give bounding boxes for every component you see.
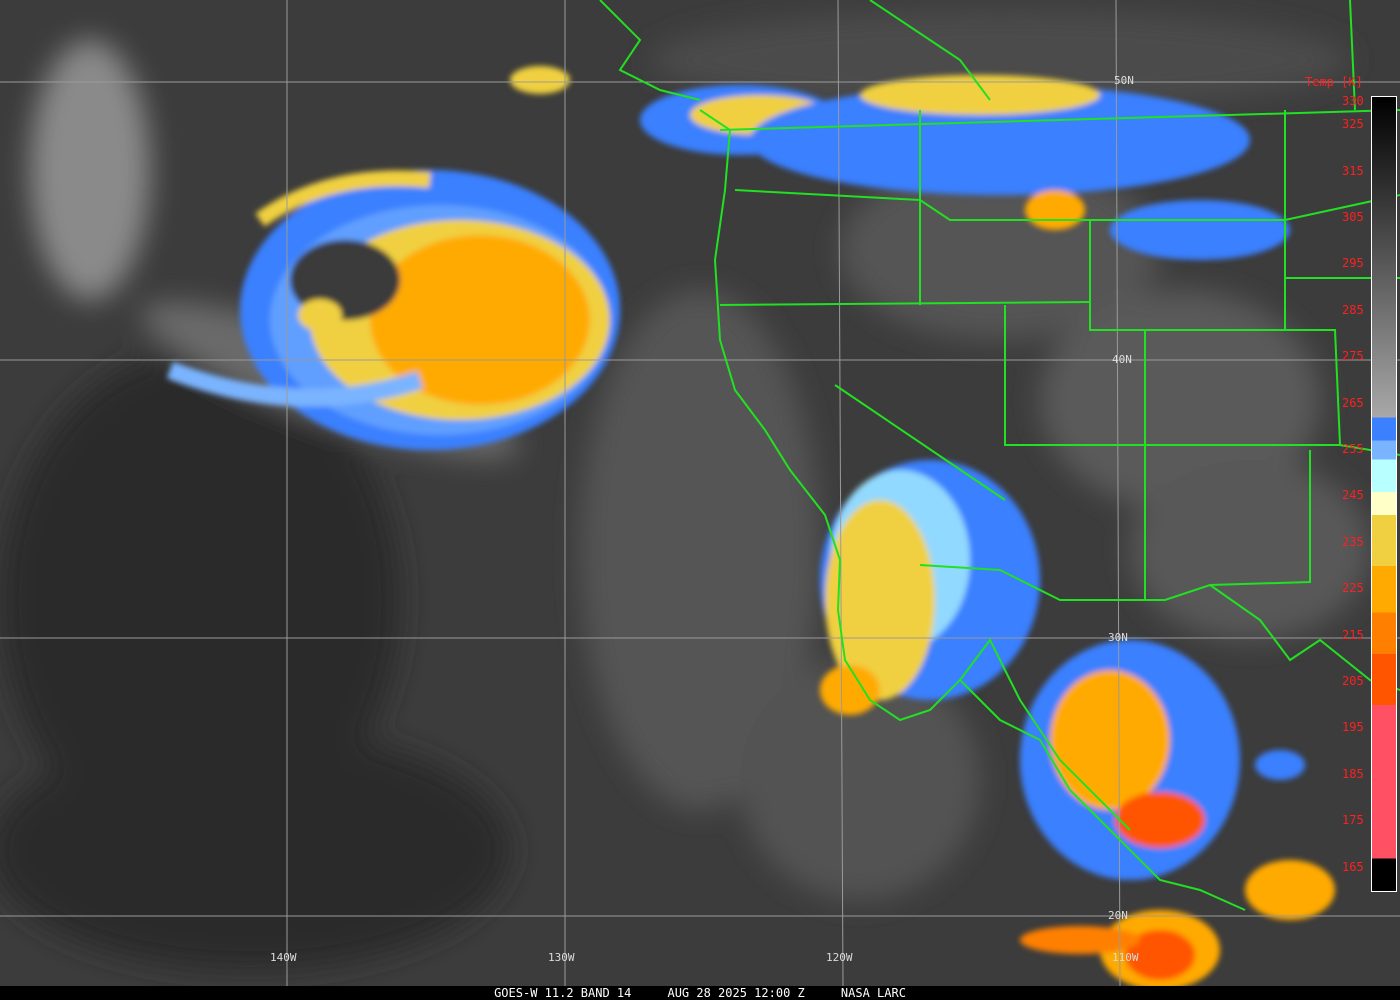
colorbar-tick-label: 175 [1342, 813, 1364, 828]
colorbar-tick-label: 265 [1342, 395, 1364, 410]
colorbar-tick-label: 275 [1342, 349, 1364, 364]
lat-label: 40N [1112, 353, 1132, 366]
lon-label: 120W [826, 951, 853, 964]
lon-label: 140W [270, 951, 297, 964]
colorbar-tick-label: 215 [1342, 627, 1364, 642]
colorbar-tick-label: 205 [1342, 674, 1364, 688]
colorbar-tick-label: 185 [1342, 766, 1364, 781]
timestamp: AUG 28 2025 12:00 Z [667, 986, 805, 1000]
colorbar-tick-label: 325 [1342, 117, 1364, 132]
lon-label: 130W [548, 951, 575, 964]
source-label: NASA LARC [840, 986, 906, 1000]
colorbar-tick-label: 165 [1342, 859, 1364, 874]
lat-label: 50N [1114, 74, 1134, 87]
gray-clouds [0, 10, 1370, 970]
colorbar-tick-label: 235 [1342, 534, 1364, 549]
colorbar-tick-label: 245 [1342, 488, 1364, 503]
political-borders [599, 0, 1400, 911]
lat-label: 30N [1108, 631, 1128, 644]
satellite-band: GOES-W 11.2 BAND 14 [494, 986, 632, 1000]
cold-cloud-tops [166, 66, 1335, 990]
colorbar-tick-label: 330 [1342, 94, 1364, 108]
colorbar-title: Temp [K] [1305, 75, 1363, 89]
lon-label: 110W [1112, 951, 1139, 964]
colorbar-tick-label: 195 [1342, 720, 1364, 735]
lat-label: 20N [1108, 909, 1128, 922]
colorbar-tick-label: 285 [1342, 302, 1364, 317]
temperature-colorbar [1371, 96, 1397, 892]
colorbar-tick-label: 295 [1342, 256, 1364, 271]
image-caption: GOES-W 11.2 BAND 14 AUG 28 2025 12:00 Z … [0, 986, 1400, 1000]
colorbar-tick-label: 255 [1342, 442, 1364, 456]
colorbar-tick-label: 225 [1342, 581, 1364, 596]
colorbar-tick-label: 315 [1342, 163, 1364, 178]
colorbar-tick-label: 305 [1342, 210, 1364, 224]
